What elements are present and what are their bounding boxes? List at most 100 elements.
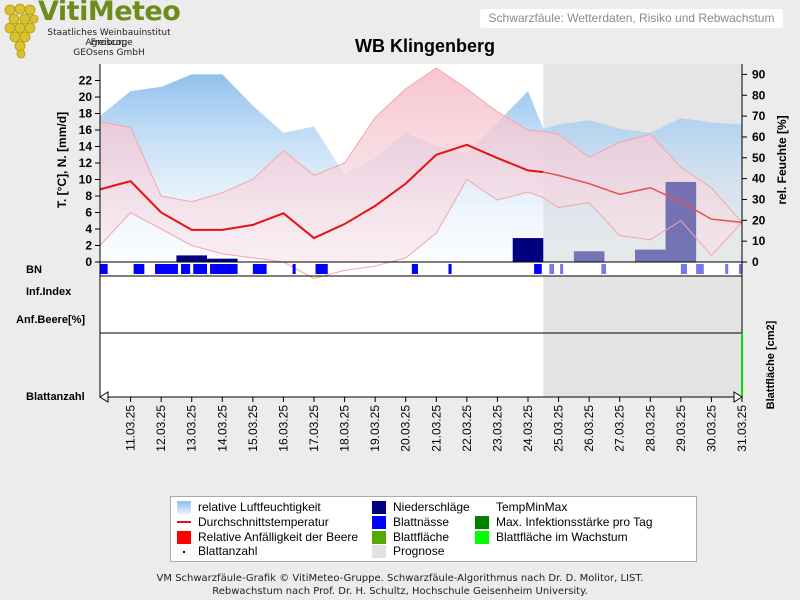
y-tick-label-left: 18 (79, 107, 93, 121)
y-tick-label-right: 0 (752, 255, 759, 269)
leaf-wetness-bar (560, 264, 564, 274)
temp-average-line (99, 143, 544, 240)
x-tick-label: 28.03.25 (643, 405, 657, 452)
leaf-wetness-bar (181, 264, 191, 274)
y-tick-label-right: 30 (752, 192, 766, 206)
logo-line-1: Staatliches Weinbauinstitut Freiburg (47, 28, 171, 48)
susceptibility-swatch (177, 531, 191, 544)
leaf-wetness-bar (601, 264, 606, 274)
arrow-right-icon (733, 391, 743, 403)
precip-bar (635, 249, 666, 262)
leaf-wetness-bar (100, 264, 108, 274)
leaf-wetness-bar (133, 264, 145, 274)
x-tick-label: 26.03.25 (582, 405, 596, 452)
y-axis-label-leaf-area: Blattfläche [cm2] (765, 320, 777, 409)
legend-label: Blattanzahl (198, 544, 258, 558)
logo-line-2: Agroscope (85, 38, 133, 48)
page-subtitle: Schwarzfäule: Wetterdaten, Risiko und Re… (480, 9, 783, 28)
precip-bar (512, 238, 544, 262)
precip-bar (573, 251, 605, 262)
x-tick-label: 18.03.25 (338, 405, 352, 452)
y-tick-label-right: 60 (752, 130, 766, 144)
y-tick-label-left: 2 (85, 239, 92, 253)
x-tick-label: 17.03.25 (307, 405, 321, 452)
leaf-area-swatch (372, 531, 386, 544)
forecast-shade-lower (543, 276, 742, 397)
leaf-wetness-bar (725, 264, 729, 274)
legend-label: Prognose (393, 544, 445, 558)
x-tick-label: 27.03.25 (613, 405, 627, 452)
x-tick-label: 12.03.25 (154, 405, 168, 452)
arrow-left-icon (99, 391, 109, 403)
leaf-wetness-swatch (372, 516, 386, 529)
y-tick-label-right: 50 (752, 151, 766, 165)
leaf-wetness-bar (696, 264, 704, 274)
x-tick-label: 31.03.25 (735, 405, 749, 452)
x-tick-label: 29.03.25 (674, 405, 688, 452)
leaf-wetness-bar (680, 264, 687, 274)
row-label-bn: BN (26, 264, 42, 276)
y-tick-label-left: 22 (79, 74, 93, 88)
y-tick-label-left: 14 (79, 140, 93, 154)
x-tick-label: 30.03.25 (704, 405, 718, 452)
humidity-swatch (177, 501, 191, 514)
precip-bar (176, 255, 207, 262)
precip-bar (665, 181, 697, 262)
y-tick-label-right: 70 (752, 109, 766, 123)
temp-minmax-area (100, 68, 742, 262)
x-tick-label: 20.03.25 (399, 405, 413, 452)
x-tick-label: 11.03.25 (124, 405, 138, 451)
legend-label: Niederschläge (393, 500, 470, 514)
y-axis-label-left: T. [°C], N. [mm/d] (55, 112, 69, 208)
y-tick-label-left: 0 (85, 255, 92, 269)
precipitation-swatch (372, 501, 386, 514)
y-tick-label-left: 6 (85, 206, 92, 220)
y-tick-label-left: 16 (79, 123, 93, 137)
logo-line-3: GEOsens GmbH (73, 48, 145, 58)
leaf-wetness-bar (315, 264, 328, 274)
leaf-wetness-bar (193, 264, 207, 274)
temp-min-line (99, 178, 743, 280)
x-tick-label: 16.03.25 (276, 405, 290, 452)
legend-label: Max. Infektionsstärke pro Tag (496, 515, 653, 529)
leaf-wetness-bar (534, 264, 542, 274)
y-tick-label-left: 20 (79, 90, 93, 104)
leaf-area-growth-swatch (475, 531, 489, 544)
logo-title: VitiMeteo (38, 0, 181, 27)
x-tick-label: 19.03.25 (368, 405, 382, 452)
leaf-wetness-bar (549, 264, 554, 274)
y-tick-label-right: 80 (752, 88, 766, 102)
x-tick-label: 13.03.25 (185, 405, 199, 452)
legend-label: Blattfläche (393, 530, 450, 544)
x-tick-label: 22.03.25 (460, 405, 474, 452)
chart-legend: relative Luftfeuchtigkeit Niederschläge … (170, 496, 697, 562)
legend-label: Blattfläche im Wachstum (496, 530, 628, 544)
x-tick-label: 14.03.25 (215, 405, 229, 452)
x-tick-label: 24.03.25 (521, 405, 535, 452)
legend-label: Relative Anfälligkeit der Beere (198, 530, 359, 544)
x-tick-label: 25.03.25 (552, 405, 566, 452)
y-tick-label-left: 4 (85, 222, 92, 236)
temp-max-line (99, 67, 743, 223)
leaf-wetness-bar (411, 264, 418, 274)
y-tick-label-right: 20 (752, 213, 766, 227)
legend-label: TempMinMax (496, 500, 568, 514)
leaf-wetness-bar (252, 264, 267, 274)
leaf-wetness-bar (210, 264, 238, 274)
footer-credit-2: Rebwachstum nach Prof. Dr. H. Schultz, H… (212, 586, 588, 597)
precip-bar (207, 258, 238, 262)
leaf-count-dot-icon (183, 551, 185, 553)
leaf-wetness-bar (155, 264, 178, 274)
legend-label: Blattnässe (393, 515, 450, 529)
legend-label: Durchschnittstemperatur (198, 515, 329, 529)
temp-average-forecast-line (543, 171, 743, 224)
row-label-inf-index: Inf.Index (26, 286, 72, 298)
row-label-blattanzahl: Blattanzahl (26, 391, 85, 403)
y-tick-label-left: 10 (79, 173, 93, 187)
y-tick-label-left: 8 (85, 189, 92, 203)
y-tick-label-right: 40 (752, 172, 766, 186)
grape-logo-icon (4, 3, 39, 59)
x-tick-label: 15.03.25 (246, 405, 260, 452)
y-axis-label-right: rel. Feuchte [%] (775, 115, 789, 204)
infection-swatch (475, 516, 489, 529)
